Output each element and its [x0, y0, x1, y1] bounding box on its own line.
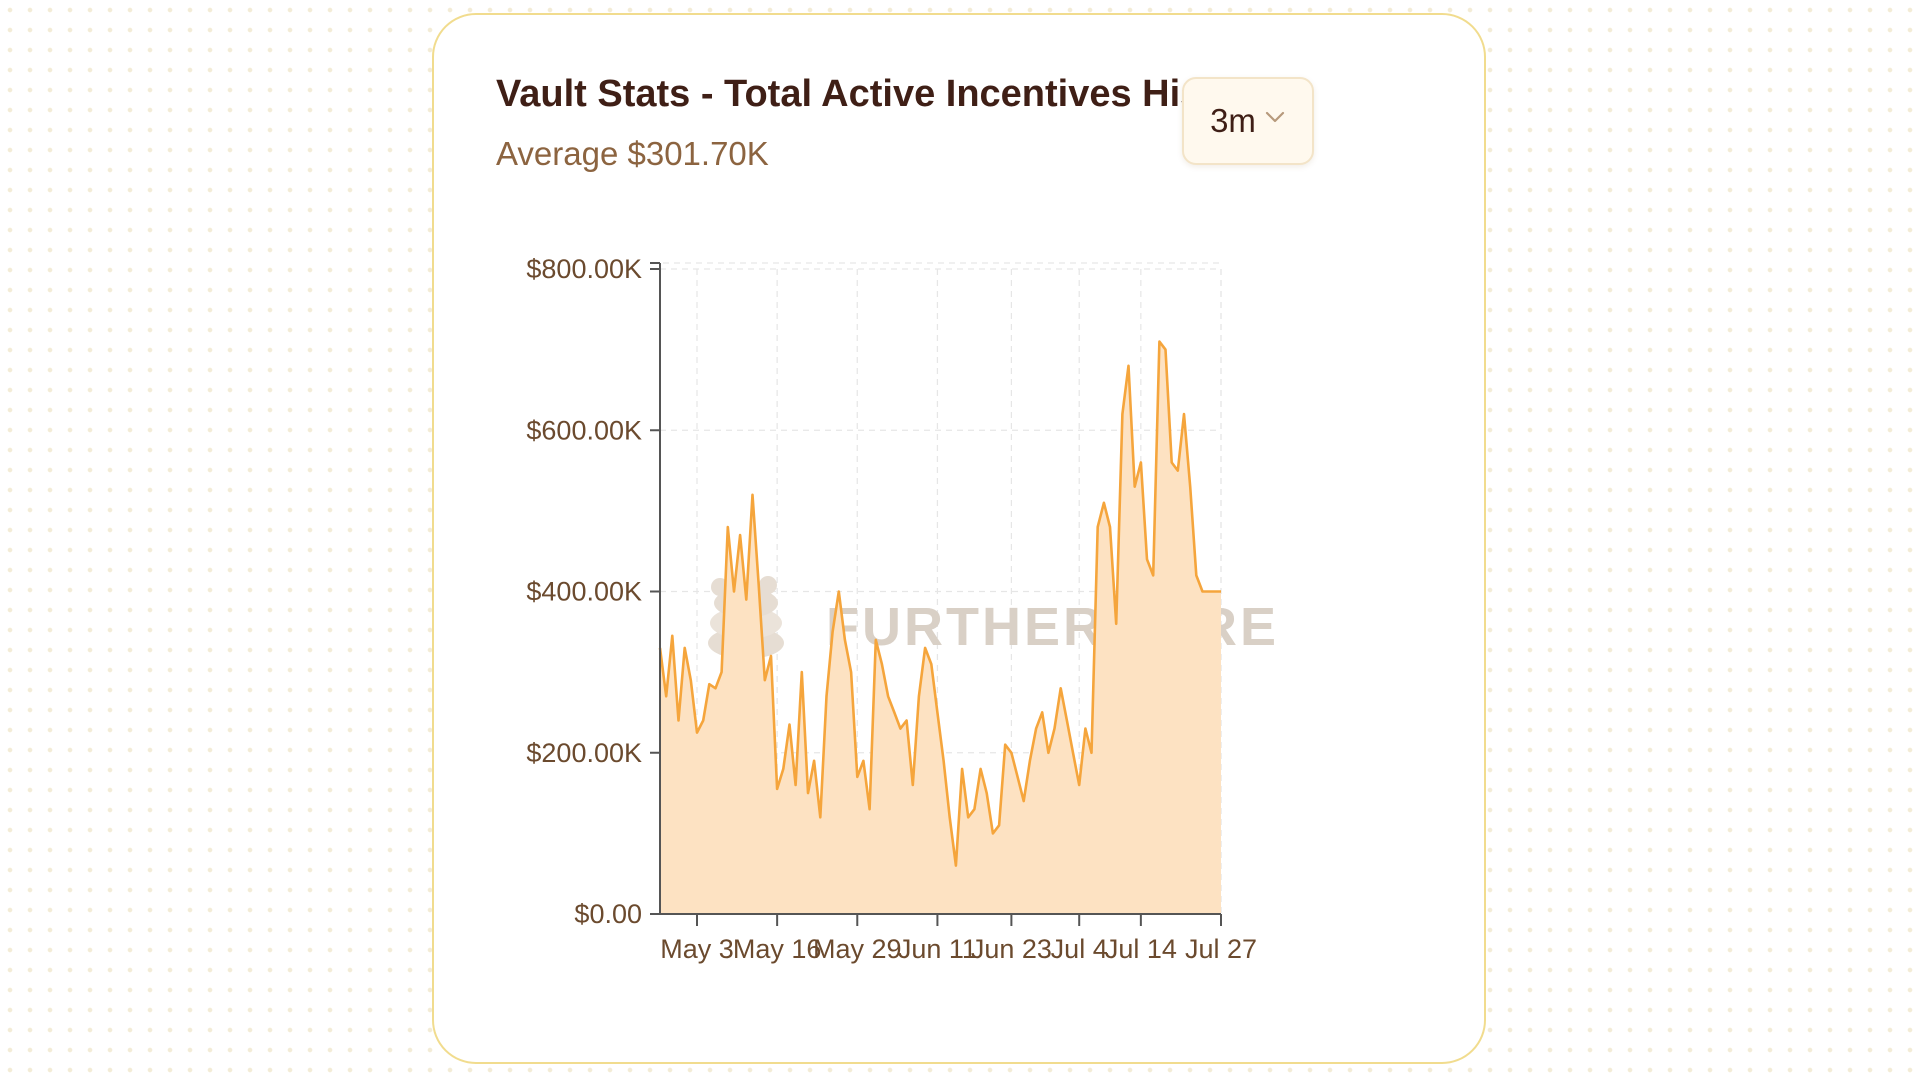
y-tick-label: $400.00K [526, 577, 642, 607]
axes [650, 262, 1221, 915]
area-chart: FURTHERMORE $0.00$200.00K$400.00K$600.00… [526, 254, 1276, 964]
x-tick-label: May 29 [813, 934, 902, 964]
time-range-dropdown[interactable]: 3m [1182, 77, 1314, 165]
chart-subtitle: Average $301.70K [496, 135, 769, 172]
chevron-down-icon [1264, 110, 1286, 129]
y-tick-label: $800.00K [526, 254, 642, 284]
x-tick-label: Jul 4 [1051, 934, 1108, 964]
series-area [660, 341, 1221, 915]
x-tick-label: May 3 [660, 934, 734, 964]
x-tick-label: Jun 23 [971, 934, 1052, 964]
x-tick-label: May 16 [733, 934, 822, 964]
chart-title: Vault Stats - Total Active Incentives Hi… [496, 73, 1204, 115]
y-tick-label: $0.00 [574, 899, 642, 929]
x-tick-label: Jun 11 [898, 934, 977, 964]
y-tick-label: $200.00K [526, 738, 642, 768]
chart-card: Vault Stats - Total Active Incentives Hi… [432, 13, 1486, 1064]
time-range-label: 3m [1210, 102, 1256, 139]
y-tick-label: $600.00K [526, 415, 642, 445]
y-axis-ticks: $0.00 $200.00K $400.00K $600.00K $800.00K [526, 254, 660, 929]
x-tick-label: Jul 27 [1185, 934, 1257, 964]
series-line [658, 340, 1221, 867]
x-tick-label: Jul 14 [1105, 934, 1177, 964]
